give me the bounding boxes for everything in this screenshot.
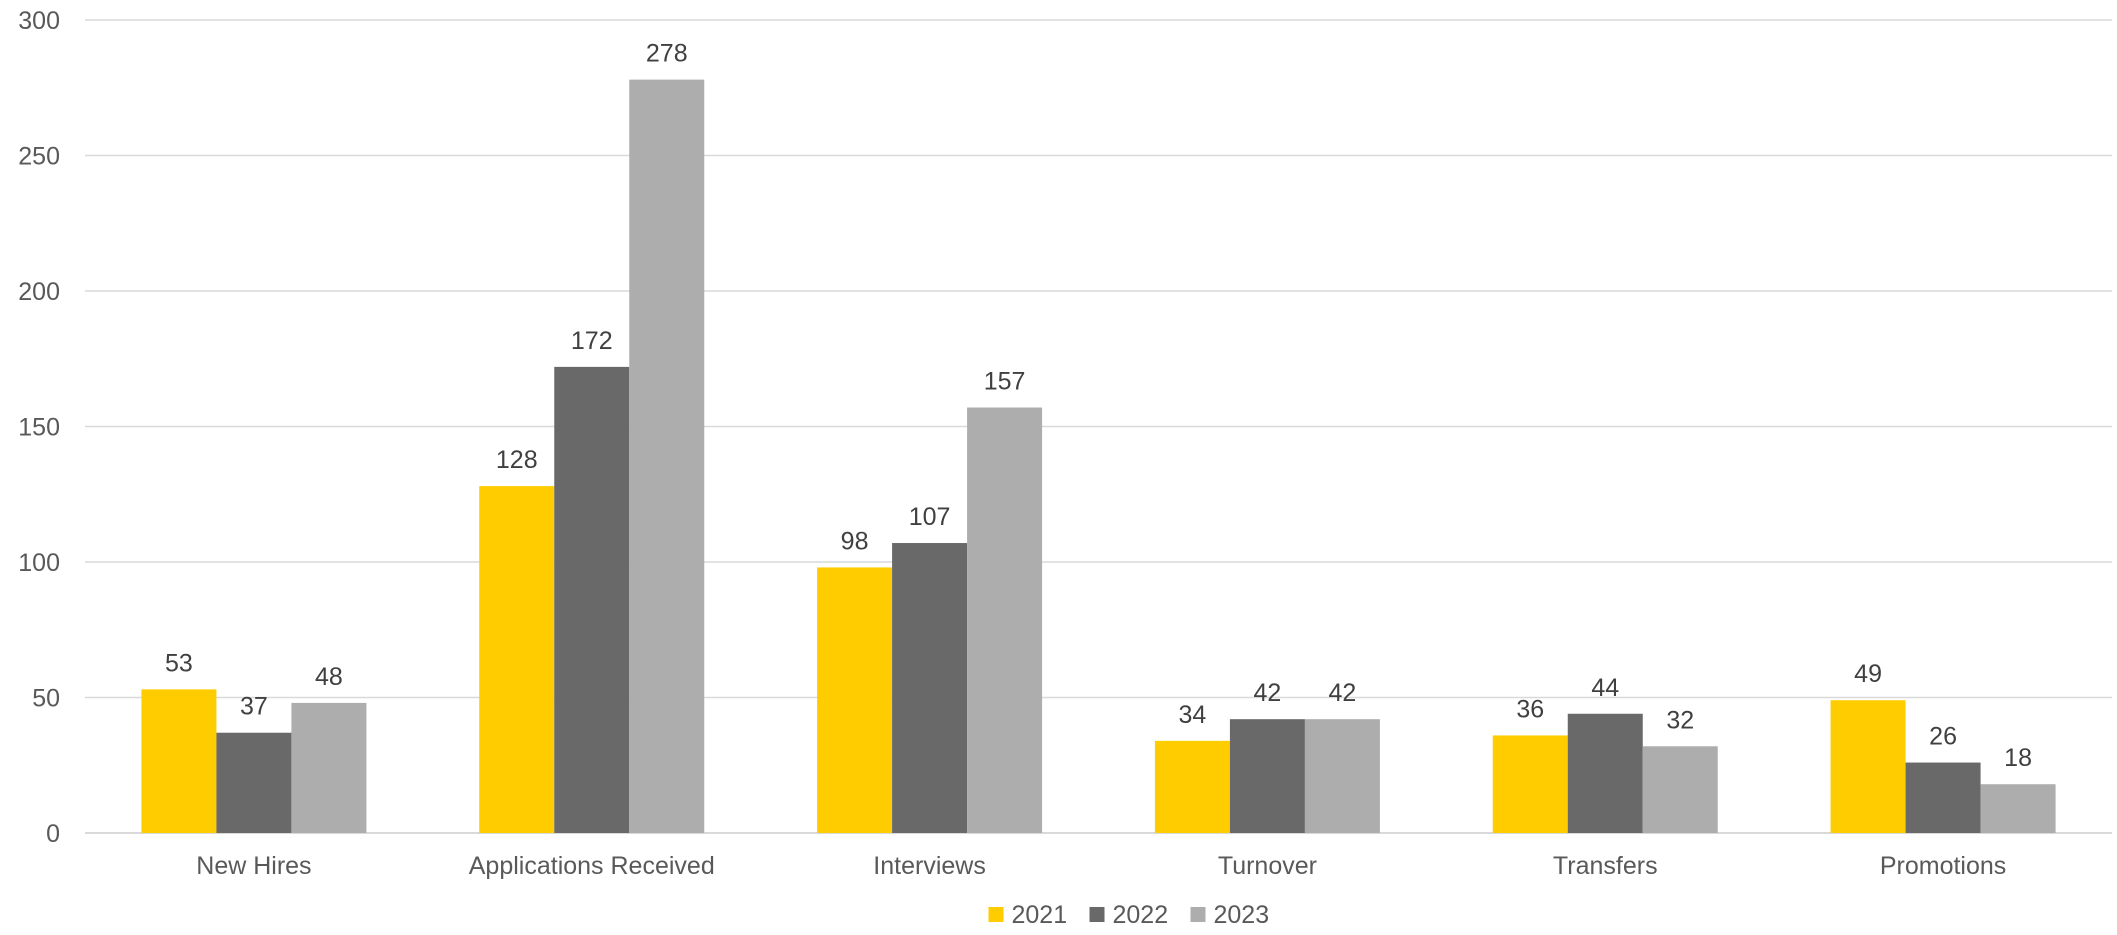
bar: [1567, 713, 1643, 833]
y-axis-ticks: 0 50 100 150 200 250 300: [18, 7, 60, 848]
x-category-label: Interviews: [873, 852, 986, 880]
y-tick-label: 200: [18, 278, 60, 306]
data-label: 36: [1516, 695, 1544, 723]
bar: [892, 543, 968, 833]
bar: [1980, 784, 2056, 833]
y-tick-label: 250: [18, 143, 60, 171]
bar: [554, 366, 630, 833]
data-label: 107: [909, 503, 951, 531]
data-label: 157: [984, 368, 1026, 396]
y-tick-label: 300: [18, 7, 60, 35]
data-label: 34: [1179, 701, 1207, 729]
x-category-label: Applications Received: [469, 852, 715, 880]
bar: [629, 79, 705, 834]
bar: [1830, 700, 1906, 833]
legend-label: 2021: [1012, 901, 1068, 929]
data-label: 128: [496, 446, 538, 474]
gridlines: [85, 19, 2112, 834]
data-label: 49: [1854, 660, 1882, 688]
data-label: 42: [1254, 679, 1282, 707]
bar: [1905, 762, 1981, 833]
bar: [817, 567, 893, 833]
data-label: 32: [1666, 706, 1694, 734]
legend-swatch: [1089, 907, 1105, 922]
bars: [141, 79, 2056, 834]
x-category-label: Transfers: [1553, 852, 1658, 880]
x-category-label: Turnover: [1218, 852, 1317, 880]
data-label: 37: [240, 693, 268, 721]
data-label: 26: [1929, 723, 1957, 751]
data-label: 44: [1591, 674, 1619, 702]
bar: [141, 689, 217, 833]
data-label: 53: [165, 649, 193, 677]
data-labels: 53 37 48 128 172 278 98 107 157 34 42 42 36 44 32 49 26 1…: [165, 40, 2032, 773]
bar: [1492, 735, 1568, 833]
y-tick-label: 50: [32, 685, 60, 713]
bar: [1304, 719, 1380, 833]
data-label: 18: [2004, 744, 2032, 772]
bar: [479, 486, 555, 833]
bar: [291, 702, 367, 833]
y-tick-label: 100: [18, 549, 60, 577]
legend-swatch: [988, 907, 1004, 922]
bar: [1229, 719, 1305, 833]
data-label: 42: [1329, 679, 1357, 707]
x-category-label: New Hires: [196, 852, 311, 880]
legend-label: 2023: [1214, 901, 1270, 929]
x-category-label: Promotions: [1880, 852, 2006, 880]
data-label: 278: [646, 40, 688, 68]
legend-item-2023: 2023: [1190, 901, 1270, 929]
data-label: 98: [841, 527, 869, 555]
legend: 2021 2022 2023: [988, 901, 1270, 929]
legend-item-2022: 2022: [1089, 901, 1169, 929]
bar: [967, 407, 1043, 833]
legend-label: 2022: [1113, 901, 1169, 929]
legend-swatch: [1190, 907, 1206, 922]
y-tick-label: 150: [18, 414, 60, 442]
bar: [1642, 746, 1718, 833]
y-tick-label: 0: [46, 820, 60, 848]
data-label: 172: [571, 327, 613, 355]
data-label: 48: [315, 663, 343, 691]
bar: [216, 732, 292, 833]
legend-item-2021: 2021: [988, 901, 1068, 929]
bar: [1154, 740, 1230, 833]
x-axis-categories: New Hires Applications Received Interviews…: [196, 852, 2006, 880]
